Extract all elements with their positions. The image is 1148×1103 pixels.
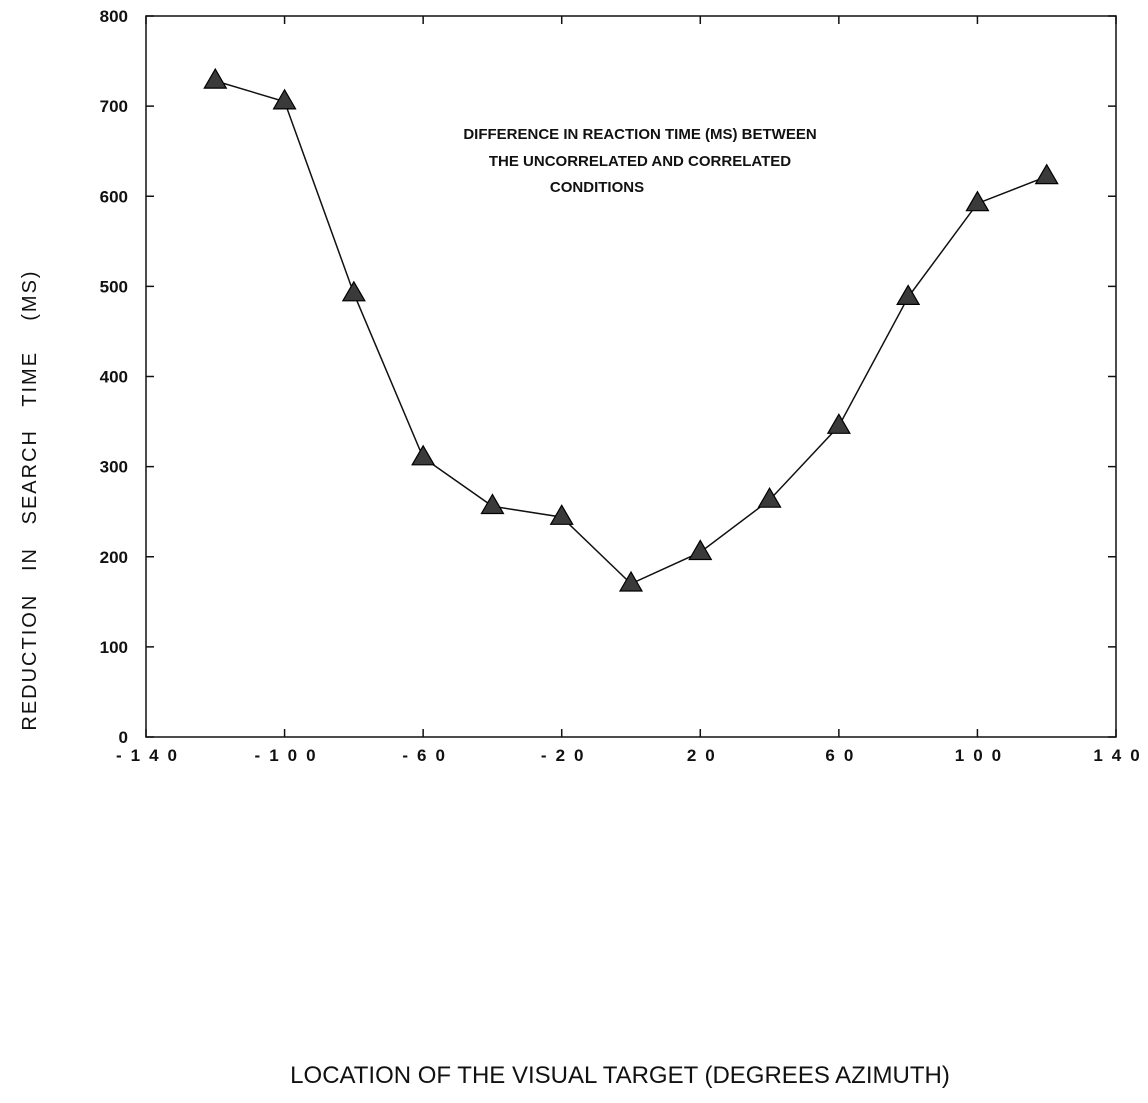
data-point-marker [1034, 163, 1059, 185]
data-markers [203, 67, 1059, 592]
annotation-line-2: THE UNCORRELATED AND CORRELATED [489, 153, 791, 170]
x-tick-labels: -140 -100 -60 -20 20 60 100 140 [116, 746, 1148, 765]
x-tick-label: -60 [402, 746, 454, 765]
x-axis-label: LOCATION OF THE VISUAL TARGET (DEGREES A… [290, 1062, 950, 1089]
x-tick-label: 140 [1093, 746, 1148, 765]
data-point-marker [965, 190, 990, 212]
chart-annotation: DIFFERENCE IN REACTION TIME (MS) BETWEEN… [463, 126, 816, 196]
data-point-marker [272, 88, 297, 110]
data-point-marker [826, 413, 851, 434]
plot-frame [145, 15, 1117, 738]
y-tick-label: 500 [100, 277, 128, 296]
y-tick-label: 300 [100, 458, 128, 477]
x-tick-label: -100 [255, 746, 325, 765]
data-point-marker [341, 280, 366, 302]
annotation-line-1: DIFFERENCE IN REACTION TIME (MS) BETWEEN [463, 126, 816, 143]
y-tick-label: 0 [119, 728, 128, 747]
data-point-marker [411, 444, 436, 466]
y-tick-labels: 0 100 200 300 400 500 600 700 800 [100, 7, 128, 747]
y-tick-label: 400 [100, 368, 128, 387]
axis-ticks [145, 15, 1117, 738]
y-tick-label: 600 [100, 187, 128, 206]
x-tick-label: -20 [541, 746, 593, 765]
data-point-marker [480, 493, 505, 515]
x-tick-label: 100 [955, 746, 1010, 765]
y-tick-label: 100 [100, 638, 128, 657]
data-point-marker [757, 486, 782, 508]
y-axis-label: REDUCTION IN SEARCH TIME (MS) [19, 269, 41, 730]
annotation-line-3: CONDITIONS [550, 179, 644, 196]
y-tick-label: 700 [100, 97, 128, 116]
data-point-marker [896, 284, 921, 306]
data-point-marker [688, 539, 713, 561]
x-tick-label: 20 [687, 746, 724, 765]
y-tick-label: 200 [100, 548, 128, 567]
x-tick-label: 60 [825, 746, 862, 765]
x-tick-label: -140 [116, 746, 186, 765]
data-point-marker [618, 570, 644, 592]
data-point-marker [203, 67, 228, 89]
data-point-marker [549, 504, 574, 525]
y-tick-label: 800 [100, 7, 128, 26]
